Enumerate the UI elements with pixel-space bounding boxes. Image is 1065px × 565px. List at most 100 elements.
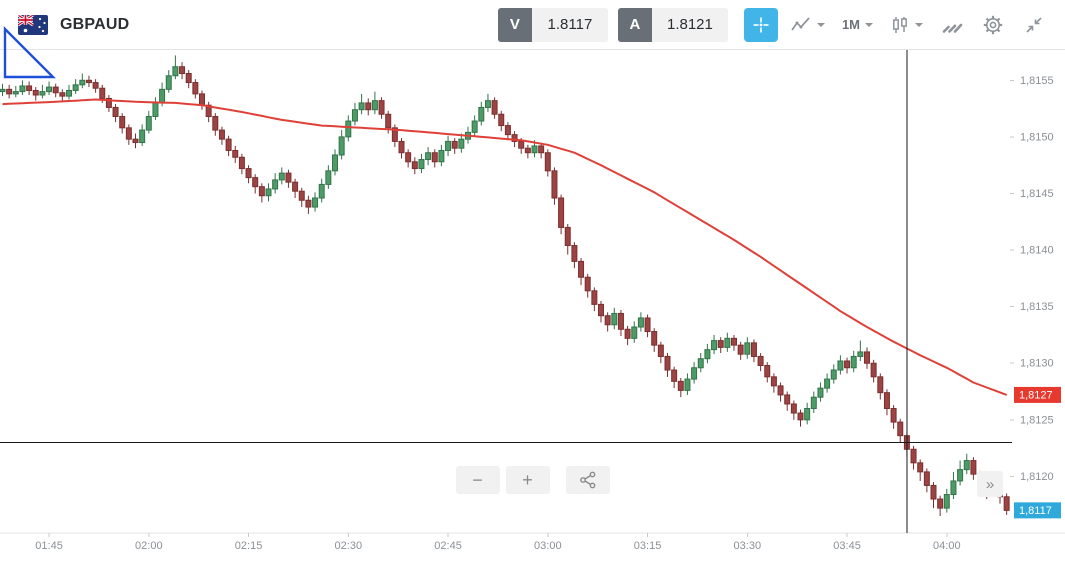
candle-body (105, 97, 112, 108)
candle-body (172, 66, 179, 77)
svg-text:1,8145: 1,8145 (1020, 188, 1054, 200)
candle-body (252, 177, 259, 188)
candle-body (351, 109, 358, 122)
svg-text:1,8150: 1,8150 (1020, 131, 1054, 143)
candle-body (711, 340, 718, 351)
candle-body (538, 145, 545, 154)
candle-body (418, 159, 425, 170)
candle-body (72, 84, 79, 91)
candle-body (611, 312, 618, 326)
candle-body (591, 290, 598, 305)
candle-body (32, 89, 39, 96)
candle-body (19, 85, 26, 93)
candle-body (345, 120, 352, 138)
buy-quote-button[interactable]: A 1.8121 (617, 7, 728, 42)
sell-quote-button[interactable]: V 1.8117 (497, 7, 608, 42)
triangle-drawing[interactable] (2, 26, 60, 82)
share-button[interactable] (565, 466, 610, 494)
collapse-button[interactable] (1017, 8, 1051, 42)
zoom-out-button[interactable]: − (455, 466, 500, 494)
candle-body (850, 355, 857, 369)
candle-body (292, 181, 299, 192)
candle-body (691, 367, 698, 380)
candle-body (744, 342, 751, 355)
candle-body (458, 138, 465, 149)
candle-body (857, 351, 864, 357)
candle-body (318, 183, 325, 199)
candle-body (571, 245, 578, 262)
candle-body (750, 342, 757, 357)
candle-body (332, 154, 338, 172)
candle-body (491, 100, 498, 115)
candle-body (192, 82, 199, 95)
candle-body (784, 394, 791, 405)
candle-body (644, 317, 651, 333)
settings-button[interactable] (976, 8, 1010, 42)
candle-body (478, 106, 485, 122)
candle-body (371, 100, 378, 111)
gear-icon (983, 15, 1003, 34)
svg-text:1,8155: 1,8155 (1020, 75, 1054, 87)
ma-price-tag: 1,8127 (1014, 386, 1061, 403)
crosshair-tool-button[interactable] (743, 7, 778, 42)
candle-body (764, 364, 771, 378)
candle-body (737, 344, 744, 355)
candle-body (890, 408, 897, 423)
svg-text:04:00: 04:00 (933, 540, 961, 552)
candle-body (232, 149, 239, 158)
sell-badge: V (497, 7, 532, 42)
svg-text:1,8135: 1,8135 (1020, 301, 1054, 313)
candle-body (52, 86, 59, 94)
candle-body (817, 387, 824, 398)
candle-body (617, 312, 624, 330)
svg-text:03:00: 03:00 (534, 540, 562, 552)
candle-body (731, 337, 737, 346)
svg-text:1,8127: 1,8127 (1019, 389, 1053, 401)
indicators-button[interactable] (785, 8, 830, 42)
symbol-title: GBPAUD (60, 15, 130, 33)
candle-body (544, 152, 551, 172)
candle-body (484, 100, 491, 108)
moving-average-line (2, 98, 1008, 396)
candle-body (498, 113, 505, 127)
candle-body (12, 91, 19, 95)
candle-body (657, 344, 664, 357)
timeframe-button[interactable]: 1M (837, 8, 878, 42)
zoom-in-button[interactable]: + (505, 466, 550, 494)
candle-body (604, 315, 611, 326)
jump-to-latest-button[interactable]: » (977, 471, 1003, 497)
candle-body (837, 360, 844, 371)
candle-body (205, 104, 212, 118)
candle-body (824, 378, 831, 389)
chart-area: 1,8155 1,8150 1,8145 1,8140 1,8135 1,8130 1,81… (0, 50, 1065, 565)
price-axis-labels: 1,8155 1,8150 1,8145 1,8140 1,8135 1,8130 1,81… (1010, 75, 1054, 483)
svg-text:02:45: 02:45 (434, 540, 462, 552)
candle-body (391, 127, 398, 142)
candle-body (631, 326, 638, 339)
chevron-down-icon (816, 22, 825, 27)
candle-body (92, 82, 99, 89)
candle-body (152, 102, 159, 118)
candle-body (358, 102, 365, 111)
candlestick-icon (893, 16, 907, 33)
candle-body (26, 85, 33, 91)
chart-toolbar: 1M (743, 7, 1051, 42)
svg-text:03:15: 03:15 (634, 540, 662, 552)
candle-body (551, 170, 558, 199)
candle-body (165, 75, 172, 90)
candle-body (524, 147, 531, 154)
quote-panel: V 1.8117 A 1.8121 (497, 7, 728, 42)
candle-body (398, 140, 405, 154)
chart-svg[interactable]: 1,8155 1,8150 1,8145 1,8140 1,8135 1,8130 1,81… (0, 50, 1065, 565)
candle-body (844, 360, 851, 369)
candle-body (810, 396, 817, 410)
crosshair-icon (753, 17, 769, 32)
chart-type-button[interactable] (885, 8, 928, 42)
candle-body (272, 179, 279, 190)
candle-body (125, 127, 132, 140)
chevron-down-icon (865, 22, 873, 27)
candle-body (883, 392, 890, 410)
candle-body (212, 116, 219, 131)
candle-body (637, 317, 644, 328)
analysis-button[interactable] (935, 8, 969, 42)
